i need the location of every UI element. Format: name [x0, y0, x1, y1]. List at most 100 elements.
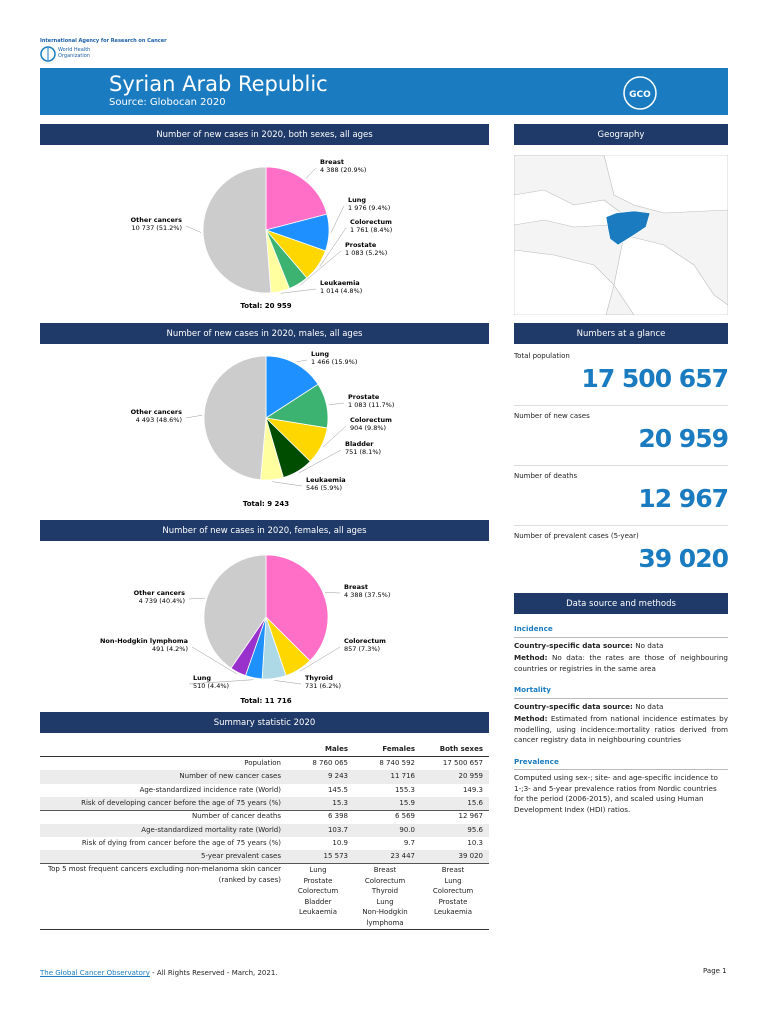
cell-value: 9 243 [327, 772, 348, 781]
footer-text: - All Rights Reserved - March, 2021. [152, 969, 278, 977]
slice-name: Leukaemia [320, 279, 360, 287]
pie-slice [265, 166, 328, 231]
method-lead: Country-specific data source: [514, 701, 633, 711]
cell-value: 149.3 [462, 785, 483, 794]
row-shade [40, 850, 489, 864]
row-label: Number of new cancer cases [179, 772, 281, 781]
slice-name: Colorectum [350, 416, 392, 424]
glance-label: Number of prevalent cases (5-year) [514, 532, 639, 540]
leader-line [272, 481, 303, 487]
pie-slice [265, 554, 329, 662]
cell-value: 8 740 592 [379, 759, 415, 767]
top5-item: Colorectum [297, 887, 339, 896]
method-text: No data [635, 640, 664, 650]
cell-value: 10.9 [332, 838, 348, 847]
row-label: 5-year prevalent cases [200, 852, 281, 861]
method-paragraph: Computed using sex-; site- and age-speci… [514, 773, 728, 815]
leader-line [322, 425, 347, 448]
leader-line [188, 597, 205, 600]
gco-logo: GCO [623, 76, 657, 110]
title-banner [40, 68, 728, 115]
glance-divider [514, 405, 728, 406]
method-lead: Method: [514, 653, 548, 662]
glance-label: Number of new cases [514, 412, 590, 420]
leader-line [296, 359, 308, 363]
method-section: Prevalence Computed using sex-; site- and… [514, 757, 728, 816]
column-header: Males [324, 745, 348, 753]
cell-value: 11 716 [390, 772, 416, 781]
row-label: (ranked by cases) [218, 875, 281, 884]
glance-divider [514, 525, 728, 526]
cell-value: 20 959 [458, 772, 484, 781]
slice-label: 510 (4.4%) [193, 682, 229, 690]
method-text: No data [635, 701, 664, 711]
section-header: Number of new cases in 2020, both sexes,… [40, 124, 489, 145]
leader-line [185, 414, 203, 419]
page-number: Page 1 [703, 967, 727, 975]
row-shade [40, 796, 489, 811]
slice-name: Breast [344, 583, 368, 591]
glance-value: 17 500 657 [581, 364, 729, 393]
glance-label: Total population [514, 352, 570, 360]
pie-total: Total: 11 716 [240, 697, 291, 705]
methods: Incidence Country-specific data source: N… [514, 624, 728, 826]
cell-value: 155.3 [394, 785, 415, 794]
cell-value: 39 020 [458, 852, 484, 861]
top5-item: Lung [309, 866, 327, 875]
row-label: Risk of dying from cancer before the age… [81, 838, 281, 847]
column-header: Both sexes [439, 745, 483, 753]
row-shade [40, 770, 489, 784]
top5-list: Lung Prostate Colorectum Bladder Leukaemia [288, 865, 348, 918]
gco-text: GCO [629, 90, 651, 100]
glance-value: 20 959 [638, 424, 729, 453]
top5-item: Colorectum [432, 887, 474, 896]
table-rule [40, 810, 489, 812]
leader-line [330, 205, 345, 233]
leader-line [185, 225, 202, 233]
cell-value: 23 447 [390, 852, 416, 861]
top5-item: Leukaemia [298, 908, 338, 917]
cell-value: 103.7 [327, 825, 348, 834]
row-label: Number of cancer deaths [191, 812, 281, 821]
slice-label: 4 388 (20.9%) [320, 166, 366, 174]
top5-list: Breast Colorectum Thyroid Lung Non-Hodgkin l… [355, 865, 415, 928]
slice-label: 1 083 (5.2%) [345, 249, 387, 257]
pie-total: Total: 9 243 [243, 500, 289, 508]
slice-name: Colorectum [350, 218, 392, 226]
who-name: World Health Organization [58, 47, 90, 59]
cell-value: 10.3 [467, 838, 483, 847]
slice-name: Prostate [345, 241, 377, 249]
top5-item: Lung [444, 876, 462, 885]
cell-value: 17 500 657 [442, 759, 483, 767]
page-title: Syrian Arab Republic [109, 72, 328, 96]
footer: The Global Cancer Observatory - All Righ… [40, 969, 278, 977]
section-header: Number of new cases in 2020, females, al… [40, 520, 489, 541]
method-text: Estimated from national incidence estima… [514, 714, 728, 744]
column-header: Females [382, 745, 415, 753]
slice-label: 904 (9.8%) [350, 424, 386, 432]
slice-name: Bladder [345, 440, 374, 448]
slice-label: 1 466 (15.9%) [311, 358, 357, 366]
method-section: Incidence Country-specific data source: N… [514, 624, 728, 674]
slice-label: 491 (4.2%) [152, 645, 188, 653]
slice-label: 1 083 (11.7%) [348, 401, 394, 409]
cell-value: 15.3 [332, 798, 348, 807]
slice-label: 4 493 (48.6%) [136, 416, 182, 424]
section-header: Data source and methods [514, 593, 728, 614]
slice-label: 546 (5.9%) [306, 484, 342, 492]
slice-name: Non-Hodgkin lymphoma [100, 637, 188, 645]
table-rule [40, 929, 489, 930]
slice-name: Lung [193, 674, 211, 682]
leader-line [319, 227, 347, 267]
footer-link[interactable]: The Global Cancer Observatory [40, 969, 150, 977]
row-label: Risk of developing cancer before the age… [81, 798, 281, 807]
cell-value: 15 573 [323, 852, 349, 861]
slice-label: 10 737 (51.2%) [131, 224, 182, 232]
slice-label: 1 976 (9.4%) [348, 204, 390, 212]
method-heading: Mortality [514, 685, 728, 699]
glance-value: 39 020 [638, 544, 729, 573]
cell-value: 90.0 [399, 825, 415, 834]
who-line: World Health [58, 47, 91, 53]
row-label: Top 5 most frequent cancers excluding no… [48, 865, 281, 874]
